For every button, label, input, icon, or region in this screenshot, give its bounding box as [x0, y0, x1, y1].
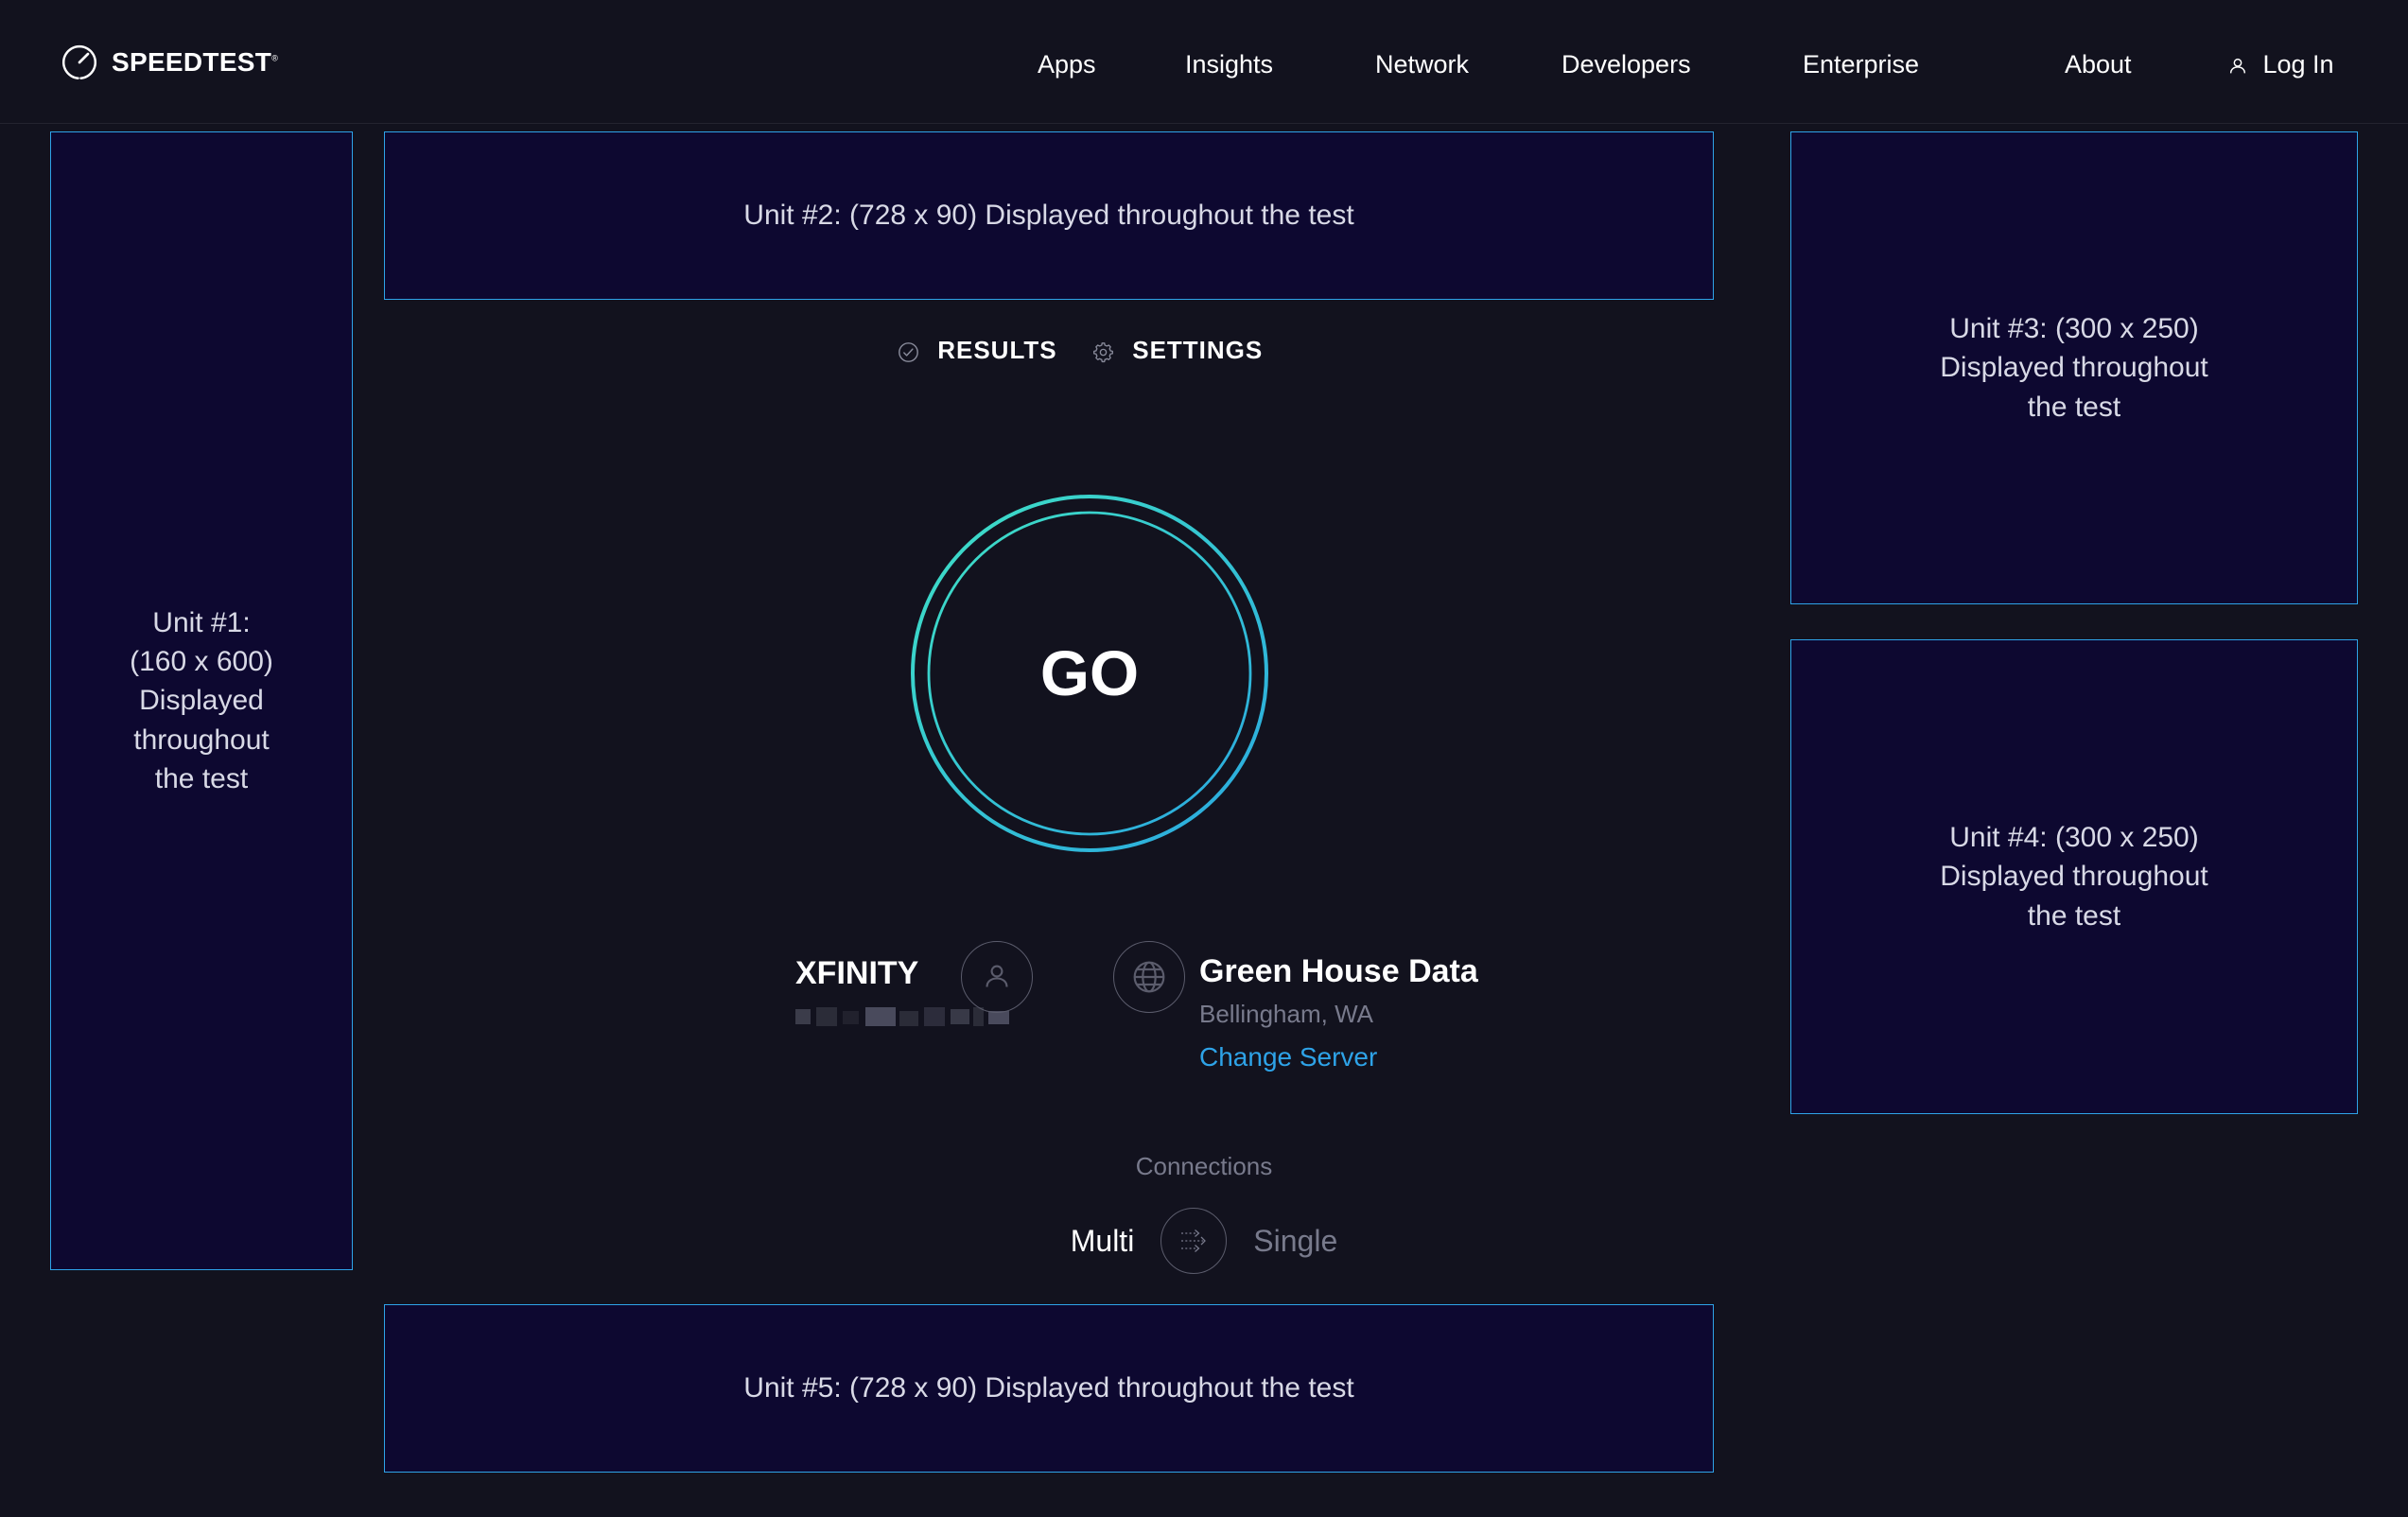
svg-text:GO: GO: [1040, 638, 1139, 709]
